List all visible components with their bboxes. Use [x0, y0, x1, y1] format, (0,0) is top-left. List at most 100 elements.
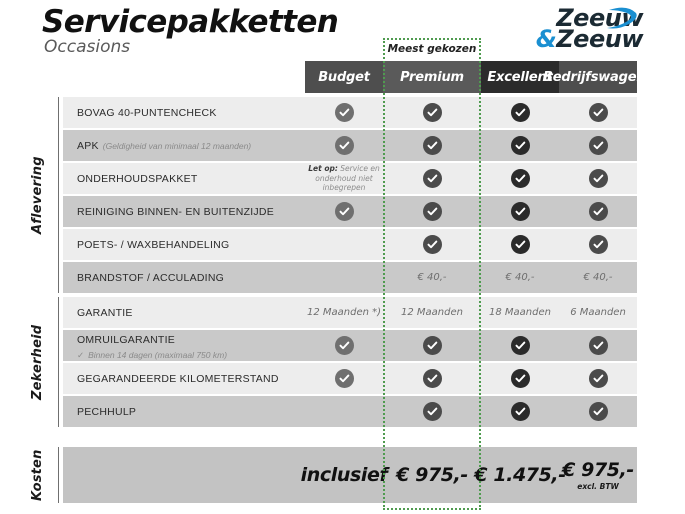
cell-premium [383, 163, 481, 194]
check-icon [422, 402, 442, 421]
table-row: BRANDSTOF / ACCULADING € 40,- € 40,- € 40,- [63, 262, 637, 293]
price-cell-excellent: € 1.475,- [474, 447, 566, 503]
cell-premium [383, 229, 481, 260]
section-label-aflevering: Aflevering [30, 156, 45, 234]
cell-value: 12 Maanden *) [306, 307, 382, 318]
check-icon [588, 235, 608, 254]
logo-text-line2: Zeeuw [556, 25, 643, 53]
cell-budget [305, 262, 383, 293]
cell-note: Let op: Service en onderhoud niet inbegr… [308, 164, 380, 193]
cell-excellent: 18 Maanden [481, 297, 559, 328]
cell-bedrijfswagens: 6 Maanden [559, 297, 637, 328]
price-value: € 975,- [562, 459, 634, 481]
cell-excellent [481, 363, 559, 394]
table-row: PECHHULP [63, 396, 637, 427]
check-icon [334, 336, 354, 355]
check-icon [588, 103, 608, 122]
row-label: PECHHULP [77, 405, 137, 418]
check-icon [334, 369, 354, 388]
check-icon [588, 336, 608, 355]
price-subnote: excl. BTW [577, 482, 619, 491]
table-row: REINIGING BINNEN- EN BUITENZIJDE [63, 196, 637, 227]
cell-value: 12 Maanden [401, 307, 463, 318]
check-icon [422, 235, 442, 254]
column-header-label: Budget [318, 69, 370, 85]
column-header-budget[interactable]: Budget [305, 61, 383, 93]
cell-premium [383, 396, 481, 427]
row-label: GARANTIE [77, 306, 133, 319]
cell-bedrijfswagens [559, 396, 637, 427]
check-icon [422, 369, 442, 388]
cell-note-emphasis: Let op: [308, 164, 338, 174]
row-label: GEGARANDEERDE KILOMETERSTAND [77, 372, 279, 385]
cell-budget [305, 196, 383, 227]
check-icon [588, 136, 608, 155]
cell-excellent [481, 229, 559, 260]
price-row: inclusief € 975,- € 1.475,- € 975,- excl. BT… [63, 447, 637, 503]
check-icon [510, 369, 530, 388]
check-icon [588, 369, 608, 388]
cell-premium: € 40,- [383, 262, 481, 293]
check-icon [422, 336, 442, 355]
cell-budget [305, 330, 383, 361]
cell-premium [383, 196, 481, 227]
row-label: ONDERHOUDSPAKKET [77, 172, 198, 185]
row-sublabel: (Geldigheid van minimaal 12 maanden) [102, 140, 252, 151]
cell-premium [383, 363, 481, 394]
cell-budget [305, 130, 383, 161]
section-label-zekerheid: Zekerheid [30, 324, 45, 400]
cell-excellent [481, 330, 559, 361]
check-icon [422, 136, 442, 155]
table-row: OMRUILGARANTIE ✓ Binnen 14 dagen (maximaal… [63, 330, 637, 361]
cell-budget [305, 363, 383, 394]
row-label: APK (Geldigheid van minimaal 12 maanden) [77, 139, 252, 152]
check-icon [334, 103, 354, 122]
check-icon [588, 202, 608, 221]
section-label-kosten: Kosten [30, 449, 45, 501]
column-header-bedrijfswagens[interactable]: Bedrijfswagens [543, 61, 653, 93]
column-header-label: Bedrijfswagens [543, 69, 653, 85]
cell-excellent [481, 196, 559, 227]
cell-value: € 40,- [417, 272, 447, 283]
check-icon [334, 202, 354, 221]
cell-excellent [481, 396, 559, 427]
cell-bedrijfswagens [559, 363, 637, 394]
cell-budget: Let op: Service en onderhoud niet inbegr… [305, 163, 383, 194]
check-icon [510, 202, 530, 221]
row-label: BOVAG 40-PUNTENCHECK [77, 106, 217, 119]
price-value: € 1.475,- [474, 464, 566, 486]
column-header-bar: Budget Premium Excellent Bedrijfswagens [305, 61, 653, 93]
cell-premium [383, 130, 481, 161]
price-value: € 975,- [396, 464, 468, 486]
section-divider [58, 297, 59, 427]
page-subtitle: Occasions [44, 37, 131, 57]
logo-ampersand: & [535, 25, 557, 53]
table-row: APK (Geldigheid van minimaal 12 maanden) [63, 130, 637, 161]
table-row: POETS- / WAXBEHANDELING [63, 229, 637, 260]
check-icon [510, 235, 530, 254]
check-icon [334, 136, 354, 155]
table-row: GARANTIE 12 Maanden *) 12 Maanden 18 Maande… [63, 297, 637, 328]
cell-budget [305, 97, 383, 128]
row-label: BRANDSTOF / ACCULADING [77, 271, 225, 284]
cell-premium [383, 97, 481, 128]
check-icon [422, 169, 442, 188]
section-divider [58, 97, 59, 293]
table-row: ONDERHOUDSPAKKET Let op: Service en onder… [63, 163, 637, 194]
cell-bedrijfswagens [559, 163, 637, 194]
price-cell-premium: € 975,- [383, 447, 481, 503]
cell-budget: 12 Maanden *) [305, 297, 383, 328]
cell-excellent [481, 130, 559, 161]
swoosh-icon [607, 7, 637, 29]
cell-bedrijfswagens [559, 196, 637, 227]
check-icon [422, 103, 442, 122]
check-icon [510, 169, 530, 188]
cell-premium: 12 Maanden [383, 297, 481, 328]
cell-bedrijfswagens [559, 229, 637, 260]
cell-value: 6 Maanden [570, 307, 626, 318]
most-chosen-badge: Meest gekozen [387, 43, 477, 55]
column-header-premium[interactable]: Premium [383, 61, 481, 93]
row-note: ✓ Binnen 14 dagen (maximaal 750 km) [77, 349, 228, 360]
column-header-excellent[interactable]: Excellent [481, 61, 559, 93]
